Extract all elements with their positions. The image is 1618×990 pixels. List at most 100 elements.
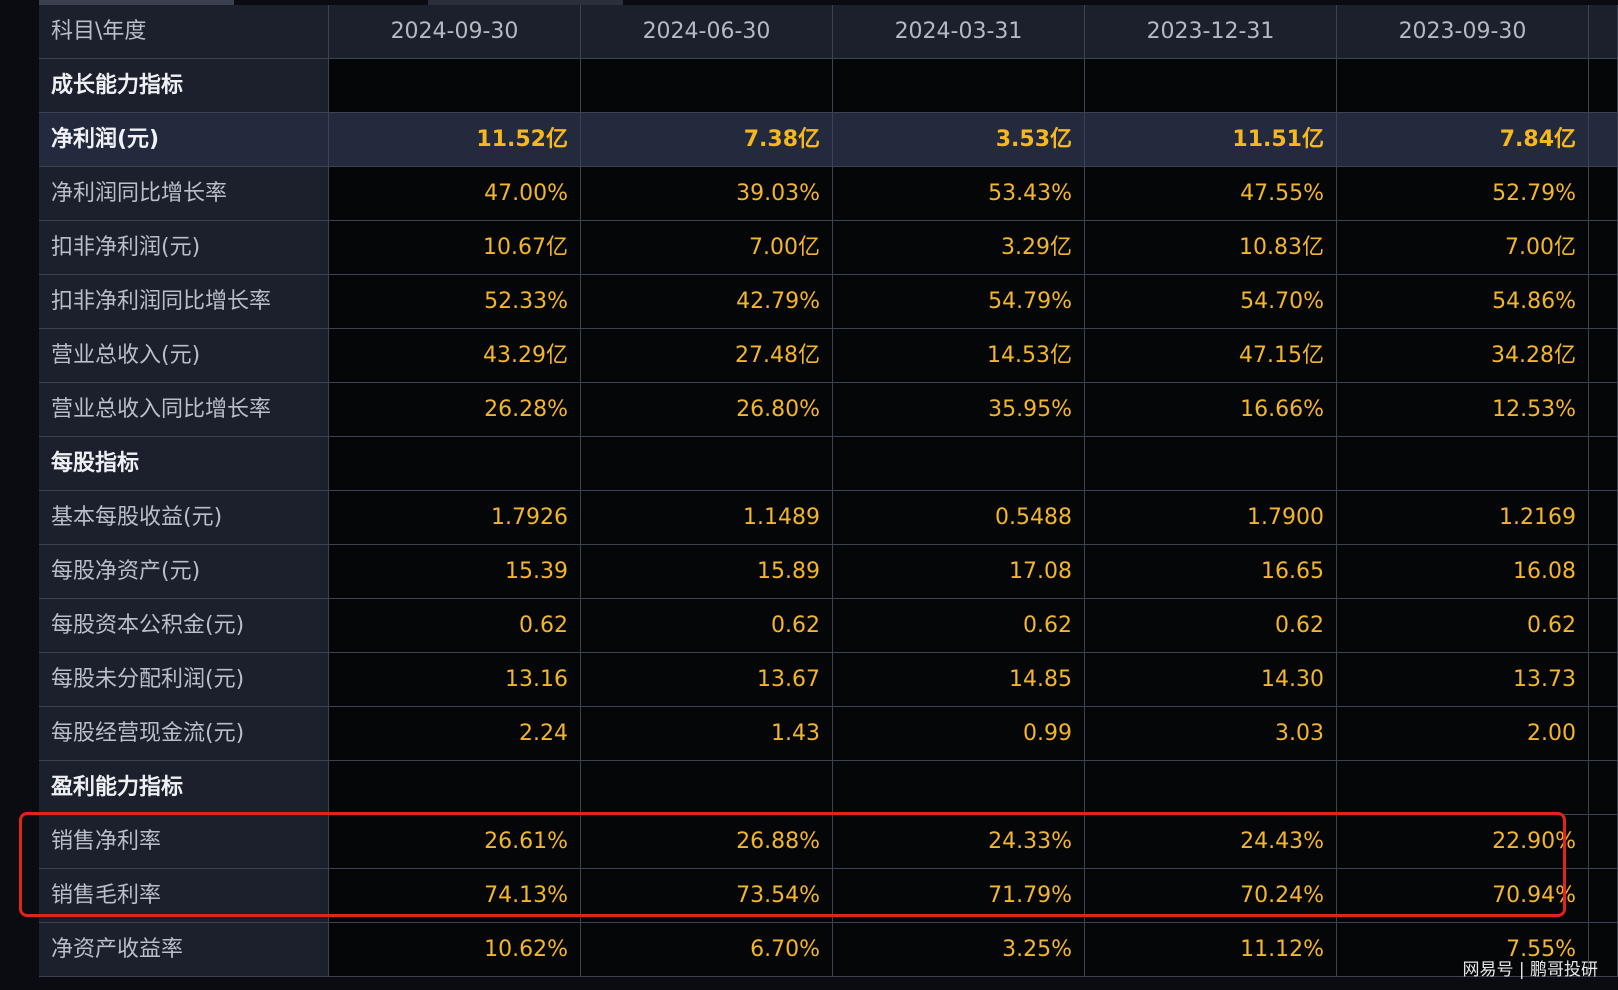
value-cell: 0.62 xyxy=(1337,599,1589,653)
header-cell xyxy=(1589,5,1618,59)
value-cell: 17.08 xyxy=(833,545,1085,599)
row-label: 基本每股收益(元) xyxy=(39,491,329,545)
value-cell: 47.00% xyxy=(329,167,581,221)
value-cell: 7.55% xyxy=(1337,923,1589,977)
highlight-box xyxy=(19,812,1566,917)
value-cell: 16.08 xyxy=(1337,545,1589,599)
value-cell: 16.65 xyxy=(1085,545,1337,599)
value-cell: 2.00 xyxy=(1337,707,1589,761)
value-cell: 24.43% xyxy=(1085,815,1337,869)
value-cell: 3.29亿 xyxy=(833,221,1085,275)
row-label: 成长能力指标 xyxy=(39,59,329,113)
row-label: 净资产收益率 xyxy=(39,923,329,977)
row-label: 销售净利率 xyxy=(39,815,329,869)
value-cell: 1.7926 xyxy=(329,491,581,545)
value-cell xyxy=(329,437,581,491)
value-cell: 2.24 xyxy=(329,707,581,761)
value-cell: 16.66% xyxy=(1085,383,1337,437)
value-cell xyxy=(833,761,1085,815)
value-cell: 14.53亿 xyxy=(833,329,1085,383)
value-cell xyxy=(1589,815,1618,869)
value-cell: 13.73 xyxy=(1337,653,1589,707)
value-cell xyxy=(1589,221,1618,275)
value-cell: 52.79% xyxy=(1337,167,1589,221)
value-cell xyxy=(1337,437,1589,491)
value-cell: 0.5488 xyxy=(833,491,1085,545)
value-cell xyxy=(1337,59,1589,113)
value-cell xyxy=(581,761,833,815)
value-cell: 11.52亿 xyxy=(329,113,581,167)
value-cell: 39.03% xyxy=(581,167,833,221)
value-cell: 53.43% xyxy=(833,167,1085,221)
value-cell: 10.83亿 xyxy=(1085,221,1337,275)
value-cell: 14.30 xyxy=(1085,653,1337,707)
value-cell: 42.79% xyxy=(581,275,833,329)
header-cell: 2023-09-30 xyxy=(1337,5,1589,59)
value-cell: 7.00亿 xyxy=(581,221,833,275)
value-cell xyxy=(1589,383,1618,437)
value-cell: 14.85 xyxy=(833,653,1085,707)
value-cell: 24.33% xyxy=(833,815,1085,869)
value-cell xyxy=(581,437,833,491)
header-cell: 2023-12-31 xyxy=(1085,5,1337,59)
value-cell: 26.88% xyxy=(581,815,833,869)
value-cell: 15.89 xyxy=(581,545,833,599)
header-cell: 2024-06-30 xyxy=(581,5,833,59)
value-cell xyxy=(1589,59,1618,113)
value-cell: 54.79% xyxy=(833,275,1085,329)
value-cell xyxy=(329,59,581,113)
row-label: 扣非净利润(元) xyxy=(39,221,329,275)
value-cell xyxy=(1589,707,1618,761)
value-cell: 47.15亿 xyxy=(1085,329,1337,383)
value-cell xyxy=(1589,491,1618,545)
value-cell xyxy=(833,59,1085,113)
value-cell: 1.1489 xyxy=(581,491,833,545)
value-cell xyxy=(1589,329,1618,383)
value-cell: 0.62 xyxy=(329,599,581,653)
value-cell: 34.28亿 xyxy=(1337,329,1589,383)
value-cell xyxy=(1589,653,1618,707)
header-cell: 科目\年度 xyxy=(39,5,329,59)
value-cell xyxy=(1085,437,1337,491)
value-cell: 1.7900 xyxy=(1085,491,1337,545)
value-cell xyxy=(1589,275,1618,329)
row-label: 营业总收入(元) xyxy=(39,329,329,383)
row-label: 净利润(元) xyxy=(39,113,329,167)
row-label: 盈利能力指标 xyxy=(39,761,329,815)
header-cell: 2024-03-31 xyxy=(833,5,1085,59)
value-cell xyxy=(1085,761,1337,815)
value-cell: 0.99 xyxy=(833,707,1085,761)
watermark: 网易号 | 鹏哥投研 xyxy=(1462,960,1598,980)
value-cell: 26.61% xyxy=(329,815,581,869)
row-label: 每股指标 xyxy=(39,437,329,491)
row-label: 每股净资产(元) xyxy=(39,545,329,599)
top-strip xyxy=(39,0,234,5)
value-cell: 12.53% xyxy=(1337,383,1589,437)
value-cell: 7.00亿 xyxy=(1337,221,1589,275)
value-cell xyxy=(1589,113,1618,167)
value-cell: 27.48亿 xyxy=(581,329,833,383)
value-cell: 43.29亿 xyxy=(329,329,581,383)
value-cell: 54.86% xyxy=(1337,275,1589,329)
value-cell xyxy=(1337,761,1589,815)
value-cell: 13.16 xyxy=(329,653,581,707)
value-cell xyxy=(1589,437,1618,491)
row-label: 净利润同比增长率 xyxy=(39,167,329,221)
value-cell xyxy=(1085,59,1337,113)
value-cell: 22.90% xyxy=(1337,815,1589,869)
value-cell: 54.70% xyxy=(1085,275,1337,329)
value-cell: 6.70% xyxy=(581,923,833,977)
value-cell xyxy=(1589,167,1618,221)
value-cell: 7.38亿 xyxy=(581,113,833,167)
value-cell: 26.80% xyxy=(581,383,833,437)
value-cell: 47.55% xyxy=(1085,167,1337,221)
value-cell: 1.2169 xyxy=(1337,491,1589,545)
row-label: 每股经营现金流(元) xyxy=(39,707,329,761)
value-cell: 0.62 xyxy=(581,599,833,653)
value-cell: 3.03 xyxy=(1085,707,1337,761)
value-cell: 10.67亿 xyxy=(329,221,581,275)
value-cell xyxy=(1589,545,1618,599)
top-strip xyxy=(428,0,623,5)
value-cell: 35.95% xyxy=(833,383,1085,437)
